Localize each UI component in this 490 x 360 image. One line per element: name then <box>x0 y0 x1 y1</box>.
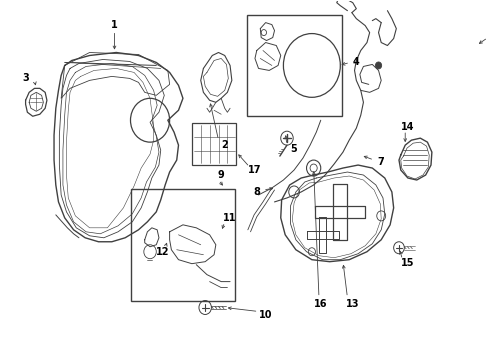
Text: 7: 7 <box>378 157 385 167</box>
Circle shape <box>375 62 382 69</box>
Text: 8: 8 <box>253 187 260 197</box>
Text: 17: 17 <box>248 165 262 175</box>
Text: 13: 13 <box>346 298 360 309</box>
Text: 4: 4 <box>353 58 360 67</box>
Text: 16: 16 <box>314 298 327 309</box>
Text: 3: 3 <box>22 73 29 84</box>
Text: 2: 2 <box>221 140 228 150</box>
Text: 11: 11 <box>223 213 237 223</box>
Text: 5: 5 <box>291 144 297 154</box>
Text: 12: 12 <box>156 247 169 257</box>
Text: 1: 1 <box>111 19 118 30</box>
Bar <box>192 123 236 165</box>
Text: 15: 15 <box>401 258 415 268</box>
Text: 9: 9 <box>218 170 224 180</box>
Text: 10: 10 <box>259 310 272 320</box>
Text: 14: 14 <box>401 122 415 132</box>
